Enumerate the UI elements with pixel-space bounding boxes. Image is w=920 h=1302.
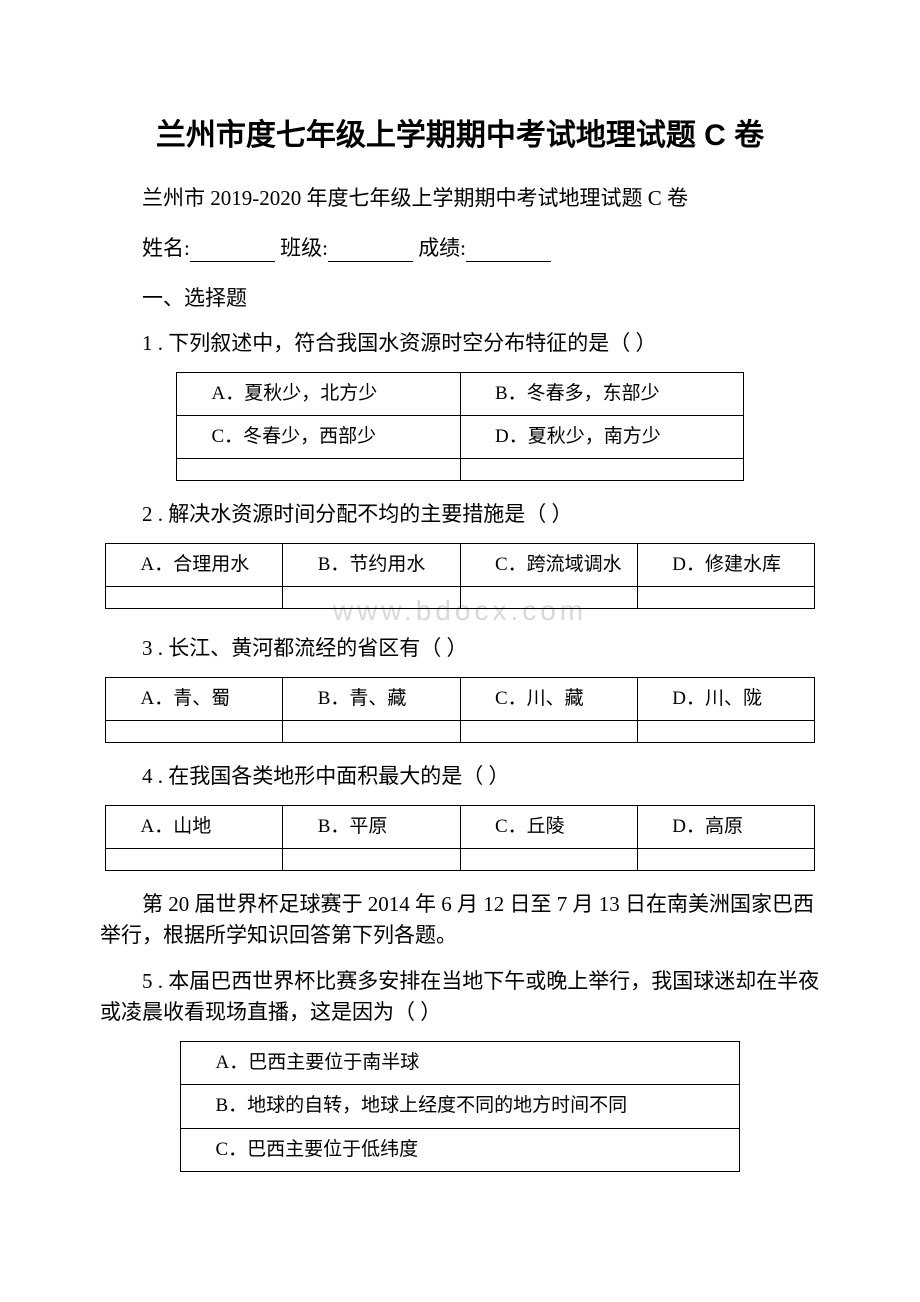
- section-heading: 一、选择题: [100, 282, 820, 312]
- q5-text: 5 . 本届巴西世界杯比赛多安排在当地下午或晚上举行，我国球迷却在半夜或凌晨收看…: [100, 966, 820, 1029]
- q1-opt-a: A．夏秋少，北方少: [183, 379, 454, 409]
- q3-options-table: A．青、蜀 B．青、藏 C．川、藏 D．川、陇: [105, 677, 815, 743]
- form-line: 姓名: 班级: 成绩:: [100, 232, 820, 262]
- q4-opt-c: C．丘陵: [467, 812, 631, 842]
- q2-options-table: A．合理用水 B．节约用水 C．跨流域调水 D．修建水库: [105, 543, 815, 609]
- q2-opt-b: B．节约用水: [289, 550, 453, 580]
- page-title: 兰州市度七年级上学期期中考试地理试题 C 卷: [100, 110, 820, 154]
- q5-options-table: A．巴西主要位于南半球 B．地球的自转，地球上经度不同的地方时间不同 C．巴西主…: [180, 1041, 740, 1172]
- q4-text: 4 . 在我国各类地形中面积最大的是（ ）: [100, 761, 820, 793]
- q4-options-table: A．山地 B．平原 C．丘陵 D．高原: [105, 805, 815, 871]
- q3-opt-a: A．青、蜀: [112, 684, 276, 714]
- q2-opt-d: D．修建水库: [644, 550, 808, 580]
- passage1: 第 20 届世界杯足球赛于 2014 年 6 月 12 日至 7 月 13 日在…: [100, 889, 820, 952]
- class-label: 班级:: [280, 236, 328, 260]
- q1-options-table: A．夏秋少，北方少 B．冬春多，东部少 C．冬春少，西部少 D．夏秋少，南方少: [176, 372, 744, 482]
- q5-opt-a: A．巴西主要位于南半球: [187, 1048, 733, 1078]
- q1-opt-d: D．夏秋少，南方少: [467, 422, 738, 452]
- q3-opt-b: B．青、藏: [289, 684, 453, 714]
- name-blank: [190, 261, 275, 262]
- q1-opt-b: B．冬春多，东部少: [467, 379, 738, 409]
- q3-text: 3 . 长江、黄河都流经的省区有（ ）: [100, 633, 820, 665]
- q1-opt-c: C．冬春少，西部少: [183, 422, 454, 452]
- q1-text: 1 . 下列叙述中，符合我国水资源时空分布特征的是（ ）: [100, 328, 820, 360]
- q2-text: 2 . 解决水资源时间分配不均的主要措施是（ ）: [100, 499, 820, 531]
- subtitle: 兰州市 2019-2020 年度七年级上学期期中考试地理试题 C 卷: [100, 182, 820, 212]
- q4-opt-a: A．山地: [112, 812, 276, 842]
- q3-opt-d: D．川、陇: [644, 684, 808, 714]
- q2-opt-c: C．跨流域调水: [467, 550, 631, 580]
- q5-opt-b: B．地球的自转，地球上经度不同的地方时间不同: [187, 1091, 733, 1121]
- score-blank: [466, 261, 551, 262]
- name-label: 姓名:: [142, 236, 190, 260]
- q4-opt-b: B．平原: [289, 812, 453, 842]
- q3-opt-c: C．川、藏: [467, 684, 631, 714]
- score-label: 成绩:: [418, 236, 466, 260]
- q2-opt-a: A．合理用水: [112, 550, 276, 580]
- q5-opt-c: C．巴西主要位于低纬度: [187, 1135, 733, 1165]
- class-blank: [328, 261, 413, 262]
- q4-opt-d: D．高原: [644, 812, 808, 842]
